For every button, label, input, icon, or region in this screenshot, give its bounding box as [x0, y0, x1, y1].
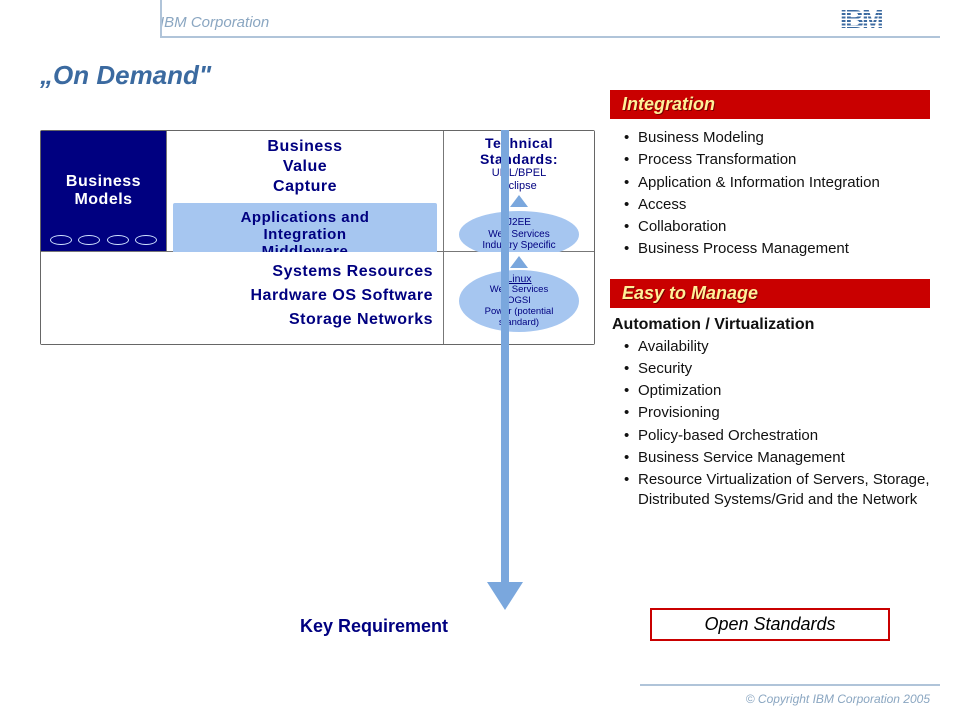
easy-to-manage-title: Easy to Manage — [610, 279, 930, 308]
sys-res-l3: Storage Networks — [41, 308, 433, 332]
sys-res-l2: Hardware OS Software — [41, 284, 433, 308]
easy-list: Availability Security Optimization Provi… — [610, 336, 930, 512]
copyright: © Copyright IBM Corporation 2005 — [746, 692, 930, 706]
list-item: Access — [624, 194, 930, 216]
slide-title: „On Demand" — [40, 60, 211, 91]
list-item: Provisioning — [624, 402, 930, 424]
ellipses-row — [41, 235, 166, 245]
business-value-cell: Business Value Capture Applications and … — [166, 131, 444, 251]
header-vertical-rule — [160, 0, 162, 36]
list-item: Process Transformation — [624, 149, 930, 171]
list-item: Policy-based Orchestration — [624, 425, 930, 447]
svg-text:IBM: IBM — [840, 6, 882, 34]
list-item: Security — [624, 358, 930, 380]
integration-title: Integration — [610, 90, 930, 119]
list-item: Resource Virtualization of Servers, Stor… — [624, 469, 930, 512]
header-rule — [160, 36, 940, 38]
ellipse-icon — [135, 235, 157, 245]
ellipse-icon — [50, 235, 72, 245]
footer-rule — [640, 684, 940, 686]
list-item: Availability — [624, 336, 930, 358]
list-item: Business Process Management — [624, 238, 930, 260]
integration-list: Business Modeling Process Transformation… — [610, 127, 930, 261]
business-value-label: Business Value Capture — [167, 131, 443, 197]
ibm-logo: IBM — [840, 6, 910, 39]
list-item: Collaboration — [624, 216, 930, 238]
business-models-cell: Business Models — [41, 131, 166, 251]
sys-res-l1: Systems Resources — [41, 260, 433, 284]
key-requirement-label: Key Requirement — [300, 616, 448, 637]
header-title: IBM Corporation — [160, 14, 269, 31]
list-item: Business Service Management — [624, 447, 930, 469]
header: IBM Corporation IBM — [0, 0, 960, 40]
ellipse-icon — [78, 235, 100, 245]
list-item: Business Modeling — [624, 127, 930, 149]
right-column: Integration Business Modeling Process Tr… — [610, 90, 930, 530]
list-item: Application & Information Integration — [624, 172, 930, 194]
business-models-label: Business Models — [41, 173, 166, 209]
open-standards-box: Open Standards — [650, 608, 890, 641]
systems-resources-cell: Systems Resources Hardware OS Software S… — [41, 252, 444, 344]
ellipse-icon — [107, 235, 129, 245]
key-requirement-arrow — [487, 130, 523, 610]
list-item: Optimization — [624, 380, 930, 402]
automation-subhead: Automation / Virtualization — [612, 316, 930, 334]
